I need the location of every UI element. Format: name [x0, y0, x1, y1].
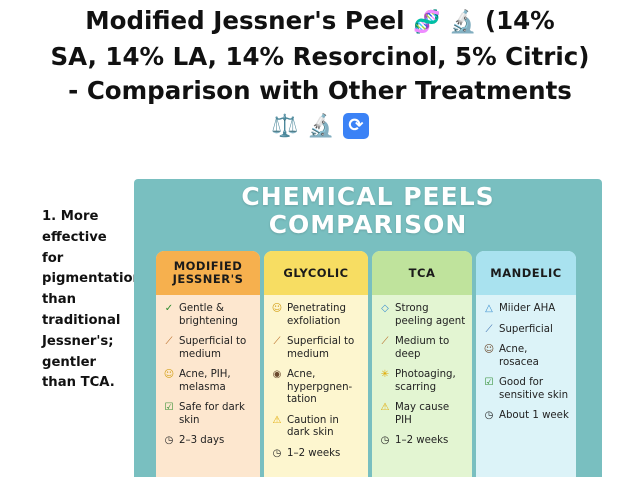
drop-icon: ◇	[381, 303, 389, 314]
item-text: Superficial to medium	[287, 336, 355, 360]
item-text: 1–2 weeks	[395, 435, 449, 446]
list-item: ☺ Acne, PIH, melasma	[162, 369, 254, 394]
clock-icon: ◷	[164, 435, 174, 446]
list-item: ☑ Good for sensitive skin	[482, 377, 570, 402]
item-text: 2–3 days	[179, 435, 225, 446]
title-icons-row: ⚖️ 🔬 ⟳	[0, 108, 640, 144]
item-text: Acne, PIH, melasma	[179, 369, 231, 393]
item-text: Photoaging, scarring	[395, 369, 456, 393]
list-item: ◷ 1–2 weeks	[270, 448, 362, 461]
item-text: 1–2 weeks	[287, 447, 341, 459]
column-body: ☺ Penetrating exfoliation ⟋ Superficial to…	[264, 295, 368, 460]
infographic-title-line-2: COMPARISON	[268, 210, 468, 239]
page-title: Modified Jessner's Peel 🧬 🔬 (14% SA, 14%…	[0, 4, 640, 144]
list-item: ⟋ Superficial	[482, 324, 570, 337]
clock-icon: ◷	[380, 435, 390, 446]
list-item: ◷ About 1 week	[482, 410, 570, 423]
title-line-2: SA, 14% LA, 14% Resorcinol, 5% Citric)	[50, 42, 590, 71]
column-header: TCA	[372, 251, 472, 295]
title-line-3: - Comparison with Other Treatments	[68, 76, 572, 105]
title-line-1: Modified Jessner's Peel 🧬 🔬 (14%	[0, 4, 640, 40]
pen-icon: ⟋	[381, 336, 389, 347]
item-text: May cause PIH	[395, 402, 450, 426]
title-line-1-text: Modified Jessner's Peel	[85, 6, 405, 35]
item-text: Superficial	[499, 323, 553, 335]
pen-icon: ⟋	[273, 336, 281, 347]
list-item: ⚠ Caution in dark skin	[270, 415, 362, 440]
item-text: Safe for dark skin	[179, 402, 245, 426]
item-text: Miider AHA	[499, 303, 556, 314]
comparison-note: 1. More effective for pigmentation than …	[42, 209, 142, 391]
drop-icon: △	[485, 303, 493, 314]
item-text: Strong peeling agent	[395, 303, 466, 327]
list-item: △ Miider AHA	[482, 303, 570, 316]
column-body: ✓ Gentle & brightening ⟋ Superficial to me…	[156, 295, 260, 448]
column-glycolic: GLYCOLIC ☺ Penetrating exfoliation ⟋ Super…	[264, 251, 368, 477]
face-icon: ☺	[163, 369, 175, 380]
item-text: Penetrating exfoliation	[287, 303, 346, 327]
list-item: ✳ Photoaging, scarring	[378, 369, 466, 394]
clock-icon: ◷	[484, 410, 494, 421]
column-header: MODIFIED JESSNER'S	[156, 251, 260, 295]
item-text: Good for sensitive skin	[499, 377, 569, 401]
infographic-title-line-1: CHEMICAL PEELS	[241, 182, 495, 211]
column-body: △ Miider AHA ⟋ Superficial ☺ Acne, rosacea …	[476, 295, 576, 423]
column-tca: TCA ◇ Strong peeling agent ⟋ Medium to dee…	[372, 251, 472, 477]
list-item: ⟋ Medium to deep	[378, 336, 466, 361]
item-text: Acne, rosacea	[499, 344, 539, 368]
sync-icon: ⟳	[342, 113, 369, 139]
scales-icon: ⚖️	[271, 114, 299, 139]
chemical-peels-infographic: CHEMICAL PEELS COMPARISON MODIFIED JESSN…	[134, 179, 602, 477]
list-item: ◉ Acne, hyperpɡnen-tation	[270, 369, 362, 407]
list-item: ◷ 1–2 weeks	[378, 435, 466, 448]
column-modified-jessners: MODIFIED JESSNER'S ✓ Gentle & brightening…	[156, 251, 260, 477]
dna-icon: 🧬	[413, 10, 441, 35]
column-header: GLYCOLIC	[264, 251, 368, 295]
face-icon: ☺	[271, 303, 283, 314]
column-header: MANDELIC	[476, 251, 576, 295]
title-line-1-suffix: (14%	[484, 6, 555, 35]
column-mandelic: MANDELIC △ Miider AHA ⟋ Superficial ☺ Acne,…	[476, 251, 576, 477]
list-item: ◷ 2–3 days	[162, 435, 254, 448]
list-item: ✓ Gentle & brightening	[162, 303, 254, 328]
warning-icon: ⚠	[272, 414, 282, 426]
microscope-icon: 🔬	[307, 114, 335, 139]
list-item: ⟋ Superficial to medium	[162, 336, 254, 361]
item-text: Gentle & brightening	[179, 303, 238, 327]
item-text: Acne, hyperpɡnen-tation	[287, 369, 353, 405]
warning-icon: ⚠	[380, 402, 390, 413]
pen-icon: ⟋	[485, 323, 493, 335]
item-text: About 1 week	[499, 410, 569, 421]
microscope-icon: 🔬	[448, 10, 477, 35]
infographic-title: CHEMICAL PEELS COMPARISON	[134, 183, 602, 239]
list-item: ☑ Safe for dark skin	[162, 402, 254, 427]
pen-icon: ⟋	[165, 336, 173, 347]
list-item: ⚠ May cause PIH	[378, 402, 466, 427]
face-icon: ☺	[483, 344, 495, 355]
list-item: ☺ Acne, rosacea	[482, 344, 570, 369]
item-text: Superficial to medium	[179, 336, 247, 360]
item-text: Caution in dark skin	[287, 414, 339, 439]
checkbox-icon: ☑	[164, 402, 174, 413]
sun-icon: ✳	[380, 369, 390, 380]
item-text: Medium to deep	[395, 336, 450, 360]
face-icon: ◉	[272, 369, 282, 380]
list-item: ⟋ Superficial to medium	[270, 336, 362, 361]
check-icon: ✓	[164, 303, 174, 314]
clock-icon: ◷	[272, 447, 282, 459]
list-item: ☺ Penetrating exfoliation	[270, 303, 362, 328]
column-body: ◇ Strong peeling agent ⟋ Medium to deep ✳ P…	[372, 295, 472, 448]
checkbox-icon: ☑	[484, 377, 494, 388]
list-item: ◇ Strong peeling agent	[378, 303, 466, 328]
